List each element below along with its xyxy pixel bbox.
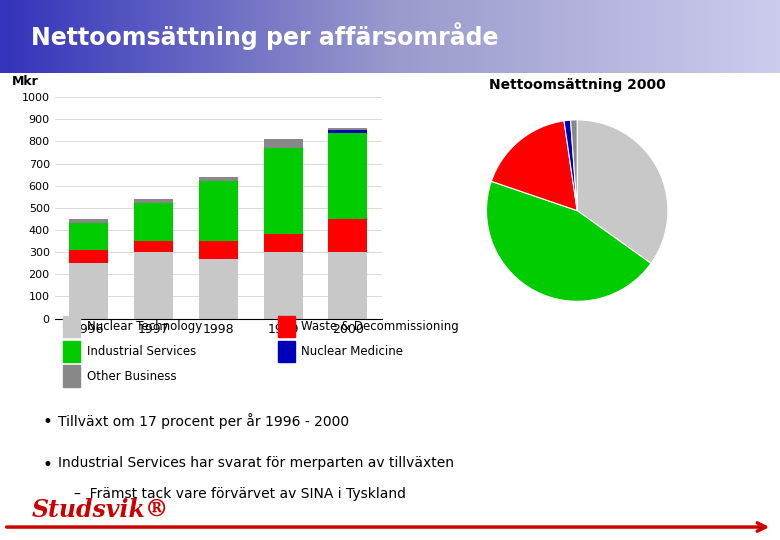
Text: Mkr: Mkr [12, 76, 39, 89]
Bar [134, 199, 173, 204]
Bar [134, 204, 173, 241]
Bar [134, 241, 173, 252]
Wedge shape [564, 120, 577, 211]
Bar [328, 252, 367, 319]
Bar [69, 263, 108, 319]
Bar [328, 133, 367, 219]
Bar [264, 139, 303, 148]
Bar [199, 241, 238, 259]
Text: •: • [43, 456, 53, 474]
Wedge shape [487, 181, 651, 301]
Text: Waste & Decommissioning: Waste & Decommissioning [301, 320, 459, 333]
Bar [278, 315, 295, 337]
Text: •: • [43, 413, 53, 431]
Bar [63, 341, 80, 362]
Wedge shape [577, 120, 668, 264]
Bar [63, 315, 80, 337]
Text: Nuclear Medicine: Nuclear Medicine [301, 345, 403, 357]
Bar [199, 259, 238, 319]
Bar [63, 366, 80, 387]
Text: Other Business: Other Business [87, 369, 176, 382]
Text: Nettoomsättning per affärsområde: Nettoomsättning per affärsområde [31, 23, 498, 50]
Text: Nuclear Technology: Nuclear Technology [87, 320, 202, 333]
Bar [278, 341, 295, 362]
Bar [69, 219, 108, 224]
Text: Industrial Services har svarat för merparten av tillväxten: Industrial Services har svarat för merpa… [58, 456, 455, 470]
Bar [69, 250, 108, 263]
Text: Studsvik®: Studsvik® [31, 498, 168, 522]
Text: Industrial Services: Industrial Services [87, 345, 196, 357]
Bar [69, 224, 108, 250]
Title: Nettoomsättning 2000: Nettoomsättning 2000 [489, 78, 665, 92]
Wedge shape [491, 121, 577, 211]
Bar [199, 177, 238, 181]
Bar [264, 148, 303, 234]
Bar [199, 181, 238, 241]
Bar [328, 131, 367, 133]
Text: Tillväxt om 17 procent per år 1996 - 2000: Tillväxt om 17 procent per år 1996 - 200… [58, 413, 349, 429]
Wedge shape [571, 120, 577, 211]
Bar [328, 128, 367, 131]
Bar [264, 234, 303, 252]
Bar [264, 252, 303, 319]
Bar [328, 219, 367, 252]
Bar [134, 252, 173, 319]
Text: –  Främst tack vare förvärvet av SINA i Tyskland: – Främst tack vare förvärvet av SINA i T… [74, 487, 406, 501]
